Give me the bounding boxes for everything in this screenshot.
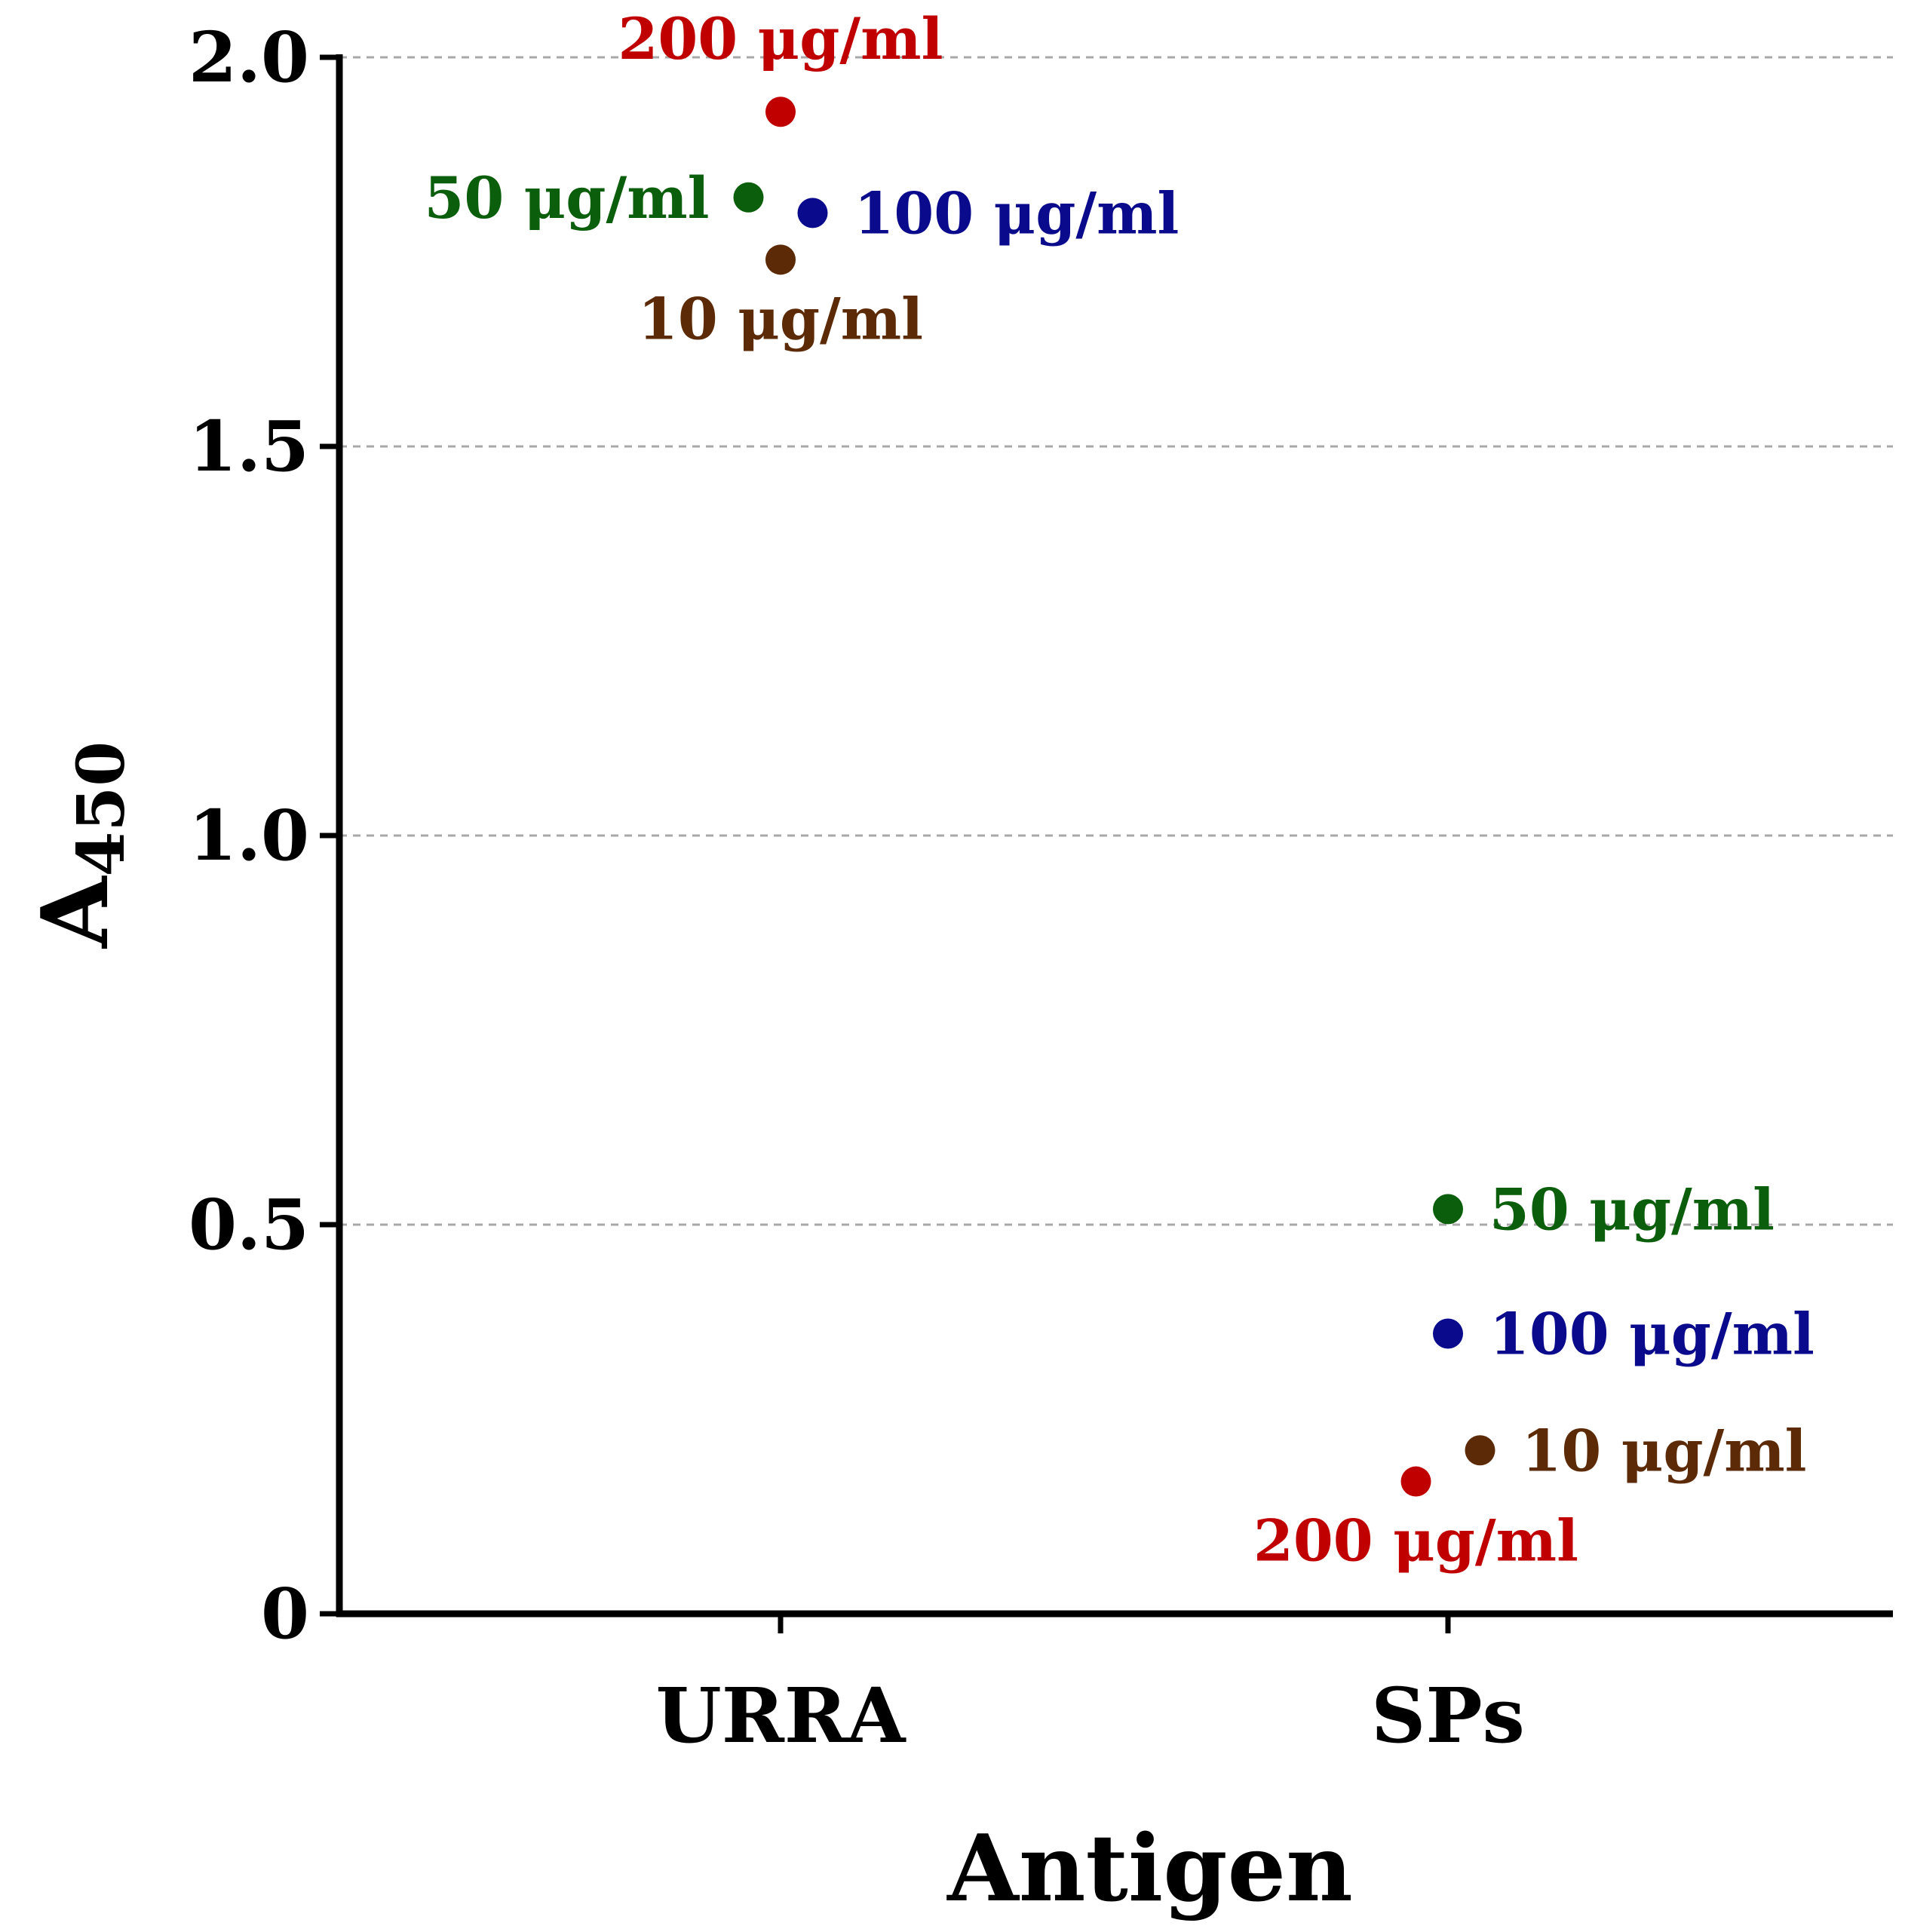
data-label: 200 μg/ml [1253,1507,1578,1575]
y-axis-title-subscript: 450 [63,741,140,877]
data-points [733,97,1495,1497]
data-label: 10 μg/ml [638,285,923,352]
data-point [1400,1466,1431,1497]
data-point [1465,1435,1495,1466]
y-tick-label: 1.0 [189,795,309,876]
x-axis-title: Antigen [946,1814,1353,1922]
data-label: 10 μg/ml [1522,1417,1807,1484]
data-label: 50 μg/ml [1489,1176,1775,1243]
data-point [1433,1318,1463,1349]
point-labels: 200 μg/ml 200 μg/ml 50 μg/ml 50 μg/ml 100 μg… [424,5,1814,1574]
grid-layer [339,56,1893,1226]
y-tick-label: 0.5 [189,1184,309,1265]
x-tick-label: URRA [655,1671,906,1760]
x-ticks: URRA SPs [655,1614,1525,1760]
data-label: 100 μg/ml [1489,1300,1815,1367]
y-tick-label: 0 [261,1573,309,1654]
y-axis-title: A450 [20,741,140,949]
data-label: 100 μg/ml [854,179,1180,247]
data-point [765,97,796,127]
y-axis-title-main: A [20,875,129,949]
y-tick-label: 2.0 [189,17,309,98]
data-label: 200 μg/ml [618,5,943,72]
data-label: 50 μg/ml [424,164,709,232]
data-point [797,198,828,228]
y-ticks: 0 0.5 1.0 1.5 2.0 [189,17,339,1654]
x-tick-label: SPs [1371,1671,1525,1760]
data-point [1433,1194,1463,1225]
data-point [765,244,796,275]
y-tick-label: 1.5 [189,406,309,487]
data-point [733,182,764,213]
